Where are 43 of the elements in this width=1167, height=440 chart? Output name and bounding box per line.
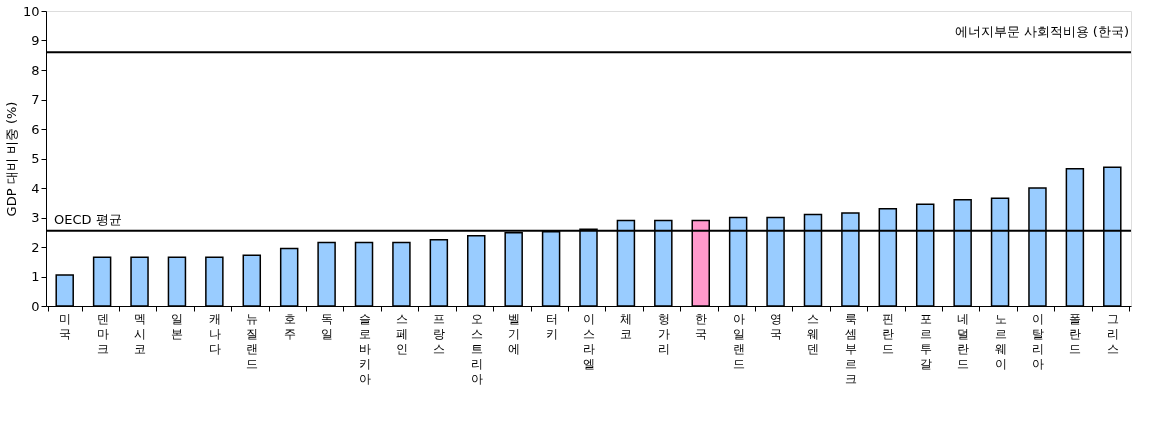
y-tick-label: 0 xyxy=(31,298,40,314)
x-tick-label: 일본 xyxy=(171,311,184,341)
x-tick-label: 아일랜드 xyxy=(732,311,745,371)
y-tick-label: 1 xyxy=(31,269,40,284)
x-tick-label: 터키 xyxy=(545,311,558,341)
x-tick-label: 체코 xyxy=(620,311,633,341)
x-tick-label: 슬로바키아 xyxy=(358,311,371,386)
y-tick-label: 10 xyxy=(22,3,40,19)
x-tick-label: 룩셈부르크 xyxy=(844,311,857,386)
x-tick-label: 덴마크 xyxy=(96,311,109,356)
x-tick-label: 영국 xyxy=(770,311,783,341)
y-tick-label: 3 xyxy=(31,210,40,225)
x-tick-label: 독일 xyxy=(321,311,334,341)
y-tick-label: 2 xyxy=(31,239,40,255)
y-tick-label: 9 xyxy=(31,33,40,48)
x-tick-label: 뉴질랜드 xyxy=(246,311,259,371)
x-tick-label: 벨기에 xyxy=(508,311,521,356)
x-tick-label: 헝가리 xyxy=(657,311,670,356)
ref-line-label: OECD 평균 xyxy=(54,211,122,227)
x-tick-label: 미국 xyxy=(59,311,72,341)
x-tick-label: 네덜란드 xyxy=(957,311,970,371)
x-tick-label: 호주 xyxy=(283,311,296,341)
x-tick-label: 오스트리아 xyxy=(470,311,483,386)
ref-line-label: 에너지부문 사회적비용 (한국) xyxy=(954,24,1129,40)
x-tick-label: 노르웨이 xyxy=(994,311,1007,371)
x-tick-label: 멕시코 xyxy=(134,311,147,356)
x-tick-label: 그리스 xyxy=(1106,311,1119,356)
y-tick-label: 4 xyxy=(31,180,40,196)
x-tick-label: 이탈리아 xyxy=(1031,311,1044,371)
x-tick-label: 스페인 xyxy=(395,311,408,356)
y-tick-label: 6 xyxy=(31,121,40,137)
y-tick-label: 5 xyxy=(31,151,40,166)
x-tick-label: 포르투갈 xyxy=(919,311,932,371)
y-axis-title: GDP 대비 비중 (%) xyxy=(3,101,19,217)
x-tick-label: 이스라엘 xyxy=(583,311,595,371)
x-tick-label: 프랑스 xyxy=(433,311,446,356)
y-tick-label: 7 xyxy=(31,92,40,107)
x-tick-label: 캐나다 xyxy=(208,311,221,356)
x-tick-label: 한국 xyxy=(695,311,708,341)
x-tick-label: 스웨덴 xyxy=(807,311,820,356)
x-tick-label: 핀란드 xyxy=(882,311,895,356)
y-tick-label: 8 xyxy=(31,62,40,78)
x-tick-label: 폴란드 xyxy=(1069,311,1082,356)
